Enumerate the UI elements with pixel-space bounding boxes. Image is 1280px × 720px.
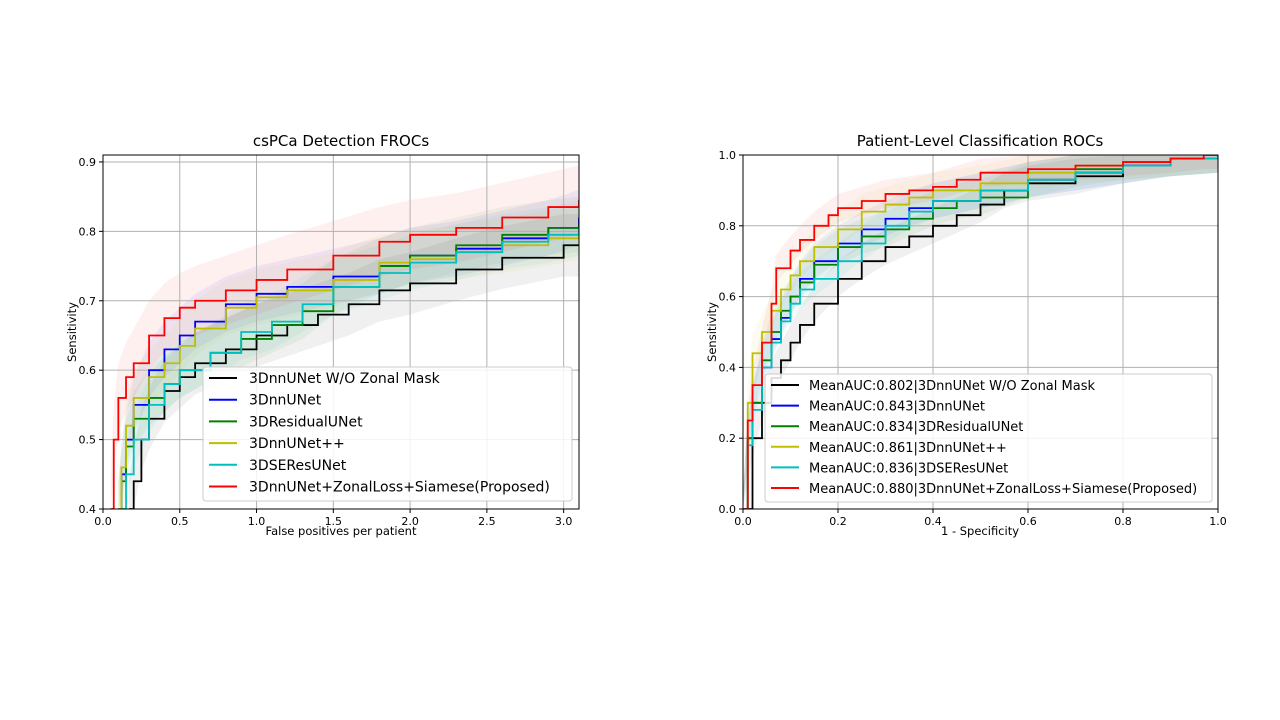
- froc-y-axis-label: Sensitivity: [65, 302, 79, 362]
- froc-x-tick-label: 0.5: [171, 515, 189, 528]
- froc-x-tick-label: 3.0: [555, 515, 573, 528]
- froc-legend-label: 3DnnUNet W/O Zonal Mask: [249, 371, 441, 387]
- roc-legend-label: MeanAUC:0.880|3DnnUNet+ZonalLoss+Siamese…: [809, 482, 1197, 497]
- roc-y-tick-label: 0.6: [719, 291, 737, 304]
- froc-legend-box: [202, 366, 573, 502]
- roc-x-tick-label: 0.0: [734, 515, 752, 528]
- froc-x-tick-label: 2.5: [478, 515, 496, 528]
- roc-line-meanauc-0-880-3dnnunet-zonalloss-siamese-proposed: [743, 155, 1218, 509]
- roc-y-tick-label: 1.0: [719, 149, 737, 162]
- froc-plot-frame: [102, 154, 580, 510]
- froc-legend-label: 3DSEResUNet: [249, 458, 347, 474]
- roc-x-tick-label: 0.6: [1019, 515, 1037, 528]
- roc-x-tick-label: 0.4: [924, 515, 942, 528]
- froc-x-axis-label: False positives per patient: [266, 524, 417, 538]
- froc-legend-label: 3DnnUNet++: [249, 436, 345, 452]
- roc-legend-label: MeanAUC:0.836|3DSEResUNet: [809, 461, 1008, 476]
- roc-line-meanauc-0-836-3dseresunet: [743, 155, 1218, 509]
- roc-y-axis-label: Sensitivity: [705, 302, 719, 362]
- froc-y-tick-label: 0.7: [79, 295, 97, 308]
- roc-plot-frame: [742, 154, 1219, 510]
- roc-y-tick-label: 0.8: [719, 220, 737, 233]
- roc-legend-box: [764, 373, 1213, 503]
- froc-line-3dresidualunet: [118, 224, 579, 509]
- froc-x-tick-label: 0.0: [94, 515, 112, 528]
- froc-line-3dseresunet: [121, 227, 579, 509]
- froc-x-tick-label: 2.0: [401, 515, 419, 528]
- roc-y-tick-label: 0.2: [719, 432, 737, 445]
- froc-y-tick-label: 0.5: [79, 434, 97, 447]
- roc-legend-label: MeanAUC:0.861|3DnnUNet++: [809, 441, 1007, 456]
- roc-x-axis-label: 1 - Specificity: [941, 524, 1019, 538]
- froc-legend-label: 3DnnUNet+ZonalLoss+Siamese(Proposed): [249, 480, 550, 496]
- froc-x-tick-label: 1.5: [325, 515, 343, 528]
- froc-x-tick-label: 1.0: [248, 515, 266, 528]
- roc-chart-title: Patient-Level Classification ROCs: [857, 132, 1104, 150]
- roc-chart: Patient-Level Classification ROCs 0.0 0.2…: [705, 132, 1227, 538]
- froc-line-3dnnunet-zonalloss-siamese-proposed: [110, 200, 579, 509]
- roc-x-tick-label: 1.0: [1209, 515, 1227, 528]
- froc-y-tick-label: 0.8: [79, 225, 97, 238]
- roc-legend-label: MeanAUC:0.843|3DnnUNet: [809, 400, 985, 415]
- roc-x-tick-label: 0.8: [1114, 515, 1132, 528]
- froc-y-tick-label: 0.6: [79, 364, 97, 377]
- froc-band-3dseresunet: [121, 200, 579, 509]
- roc-legend: MeanAUC:0.802|3DnnUNet W/O Zonal Mask Mea…: [764, 373, 1213, 503]
- roc-legend-label: MeanAUC:0.834|3DResidualUNet: [809, 420, 1023, 435]
- froc-legend-label: 3DnnUNet: [249, 393, 322, 409]
- froc-band-3dnnunet-w-o-zonal-mask: [129, 214, 579, 509]
- froc-chart-title: csPCa Detection FROCs: [253, 132, 430, 150]
- froc-legend: 3DnnUNet W/O Zonal Mask 3DnnUNet 3DResidua…: [202, 366, 573, 502]
- roc-legend-label: MeanAUC:0.802|3DnnUNet W/O Zonal Mask: [809, 379, 1095, 394]
- roc-y-tick-label: 0.0: [719, 503, 737, 516]
- roc-y-tick-label: 0.4: [719, 361, 737, 374]
- froc-legend-label: 3DResidualUNet: [249, 414, 363, 430]
- froc-y-tick-label: 0.4: [79, 503, 97, 516]
- roc-x-tick-label: 0.2: [829, 515, 847, 528]
- froc-chart: csPCa Detection FROCs 0.0 0.5 1.0 1.5 2.0 2.5…: [65, 132, 580, 538]
- froc-y-tick-label: 0.9: [79, 156, 97, 169]
- froc-band-3dnnunet: [118, 203, 579, 509]
